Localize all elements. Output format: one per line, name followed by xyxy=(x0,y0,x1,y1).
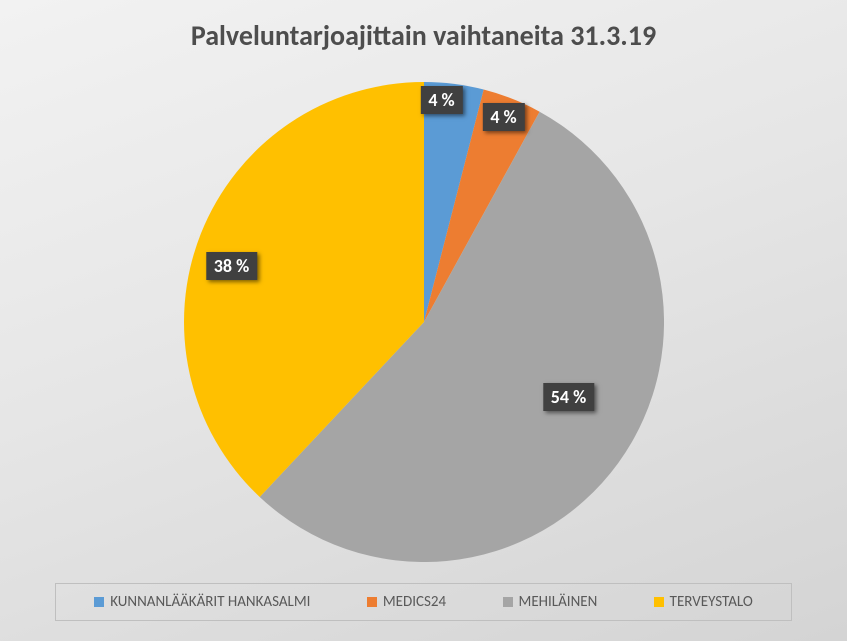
pie-area: 4 % 4 % 54 % 38 % xyxy=(0,72,847,571)
legend-item-3: TERVEYSTALO xyxy=(654,593,753,611)
data-label-0: 4 % xyxy=(420,86,462,114)
legend-item-1: MEDICS24 xyxy=(367,593,446,611)
legend-swatch-3 xyxy=(654,597,664,607)
chart-title: Palveluntarjoajittain vaihtaneita 31.3.1… xyxy=(0,18,847,53)
data-label-3: 38 % xyxy=(206,252,257,280)
data-label-1: 4 % xyxy=(482,103,524,131)
pie-chart: 4 % 4 % 54 % 38 % xyxy=(184,82,664,562)
legend: KUNNANLÄÄKÄRIT HANKASALMI MEDICS24 MEHILÄI… xyxy=(55,583,792,621)
legend-label-1: MEDICS24 xyxy=(383,593,446,611)
data-label-2: 54 % xyxy=(543,383,594,411)
pie-svg xyxy=(184,82,664,562)
legend-label-3: TERVEYSTALO xyxy=(670,593,753,611)
legend-swatch-2 xyxy=(503,597,513,607)
legend-label-2: MEHILÄINEN xyxy=(519,593,598,611)
legend-swatch-0 xyxy=(94,597,104,607)
chart-container: Palveluntarjoajittain vaihtaneita 31.3.1… xyxy=(0,0,847,641)
legend-item-2: MEHILÄINEN xyxy=(503,593,598,611)
legend-item-0: KUNNANLÄÄKÄRIT HANKASALMI xyxy=(94,593,310,611)
legend-label-0: KUNNANLÄÄKÄRIT HANKASALMI xyxy=(110,593,310,611)
legend-swatch-1 xyxy=(367,597,377,607)
